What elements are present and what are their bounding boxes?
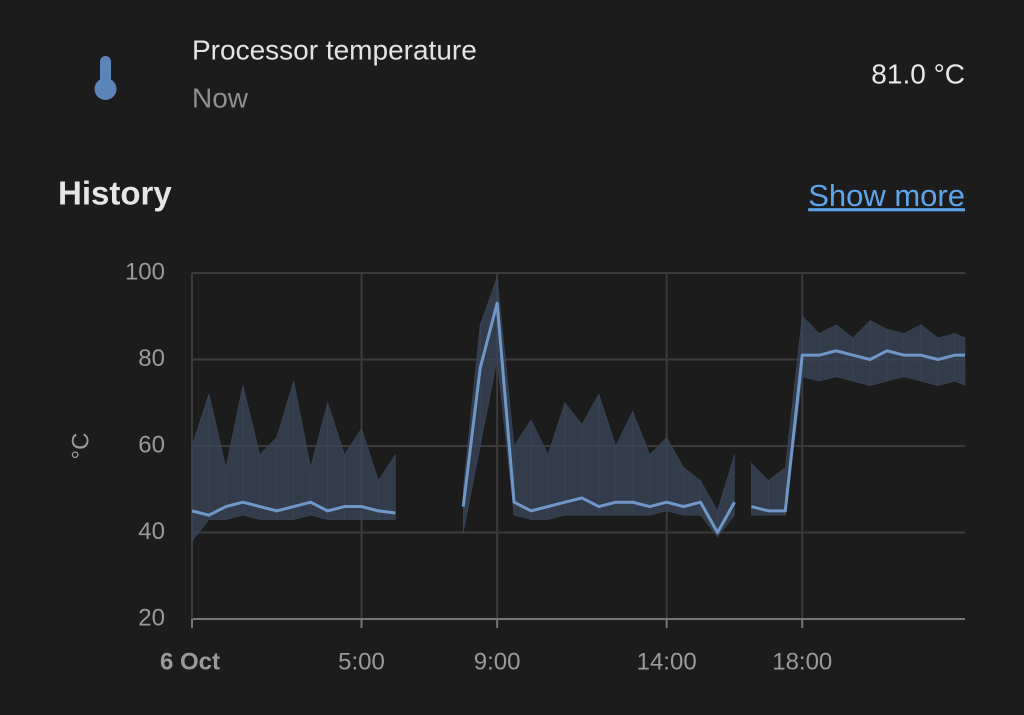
entity-name: Processor temperature (192, 34, 477, 65)
range-band (378, 453, 396, 520)
x-tick-label: 18:00 (772, 648, 832, 675)
mean-line (751, 349, 965, 513)
range-band (581, 392, 600, 516)
y-axis-label: °C (67, 433, 94, 460)
range-band (327, 402, 345, 520)
plot: 20 40 60 80 100 6 Oct 5:00 9:00 14:00 18:00 (125, 258, 966, 675)
y-tick-label: 20 (138, 604, 165, 631)
range-band (632, 411, 650, 516)
range-band (801, 315, 820, 382)
range-band (598, 394, 617, 516)
y-tick-label: 80 (138, 345, 165, 372)
mean-line (191, 500, 396, 517)
range-band (276, 381, 295, 520)
range-band (903, 324, 922, 382)
y-tick-label: 40 (138, 518, 165, 545)
range-band (208, 394, 227, 520)
y-tick-label: 100 (125, 258, 165, 285)
range-band (242, 385, 261, 520)
entity-time: Now (192, 82, 249, 113)
y-tick-label: 60 (138, 431, 165, 458)
thermometer-icon (94, 56, 117, 100)
x-tick-label: 9:00 (474, 648, 521, 675)
range-band (530, 419, 549, 520)
range-band (954, 333, 966, 386)
section-title: History (58, 175, 172, 212)
mean-line (461, 301, 736, 534)
range-band (225, 385, 244, 520)
range-band (615, 411, 634, 516)
x-tick-label: 5:00 (338, 648, 385, 675)
range-band (717, 454, 735, 538)
range-band (683, 467, 701, 516)
entity-state: 81.0 °C (871, 58, 965, 89)
x-tick-label: 14:00 (637, 648, 697, 675)
x-tick-label: 6 Oct (160, 648, 220, 675)
range-band (852, 319, 871, 386)
range-band (768, 467, 786, 516)
range-band (293, 381, 311, 520)
range-band (191, 394, 210, 543)
show-more-link[interactable]: Show more (808, 178, 965, 213)
